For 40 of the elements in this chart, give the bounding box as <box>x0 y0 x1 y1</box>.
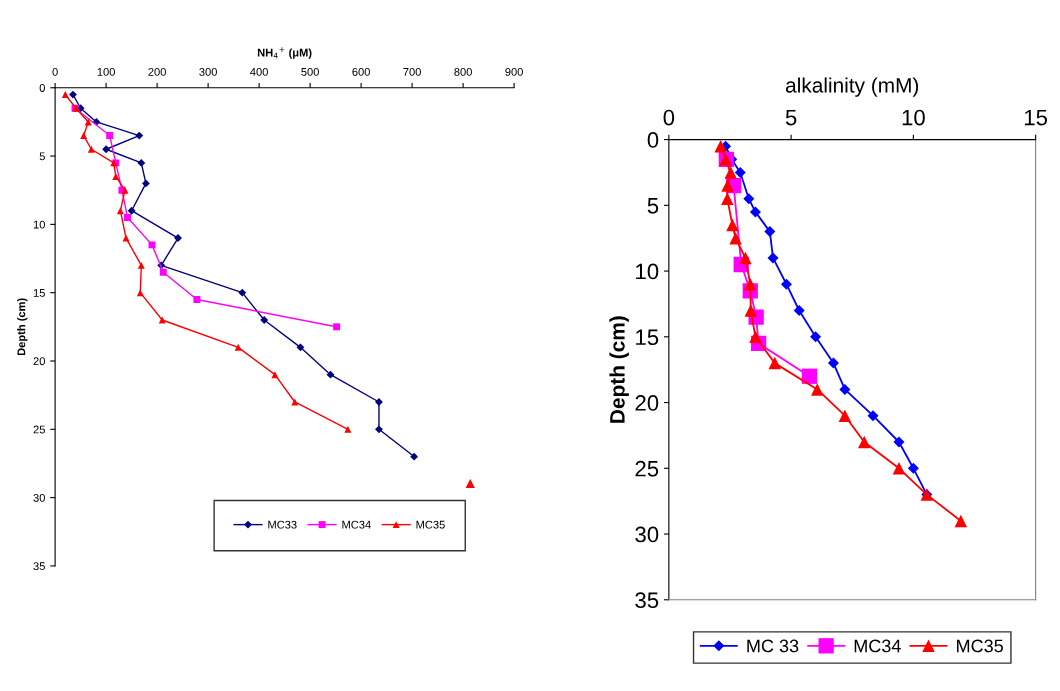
y-tick-label: 0 <box>647 132 659 148</box>
legend-label: MC35 <box>957 639 1003 653</box>
y-tick-label: 30 <box>635 526 659 543</box>
x-tick-label: 0 <box>663 109 675 126</box>
legend-label: MC 33 <box>747 639 799 653</box>
x-tick-label: 300 <box>199 67 217 76</box>
y-tick-label: 20 <box>635 395 659 411</box>
y-tick-label: 10 <box>33 220 45 229</box>
legend-label: MC34 <box>854 639 901 653</box>
y-tick-label: 10 <box>636 263 659 280</box>
x-tick-label: 700 <box>403 67 421 76</box>
x-tick-label: 15 <box>1024 109 1048 126</box>
y-tick-label: 25 <box>33 425 45 434</box>
legend-label: MC35 <box>416 520 445 529</box>
x-axis-title: alkalinity (mM) <box>785 77 919 97</box>
y-tick-label: 15 <box>33 289 45 297</box>
x-tick-label: 200 <box>148 67 166 76</box>
x-tick-label: 10 <box>902 109 925 126</box>
y-tick-label: 25 <box>635 460 659 477</box>
x-axis-title: NH$_{4}$$^{+}$ (μM) <box>257 47 312 59</box>
x-tick-label: 100 <box>97 67 115 76</box>
x-tick-label: 600 <box>352 67 370 76</box>
y-tick-label: 15 <box>636 329 659 346</box>
y-tick-label: 30 <box>33 493 45 502</box>
x-tick-label: 400 <box>250 67 268 76</box>
x-tick-label: 500 <box>301 67 319 76</box>
x-tick-label: 0 <box>52 67 58 76</box>
y-tick-label: 20 <box>33 357 45 366</box>
x-tick-label: 800 <box>454 67 472 76</box>
y-tick-label: 35 <box>635 592 659 609</box>
y-tick-label: 5 <box>39 152 45 161</box>
y-tick-label: 0 <box>39 84 45 92</box>
y-axis-title: Depth (cm) <box>17 298 28 356</box>
y-tick-label: 5 <box>647 198 659 214</box>
x-tick-label: 5 <box>785 109 797 126</box>
legend-label: MC34 <box>342 520 371 529</box>
y-axis-title: Depth (cm) <box>609 316 629 423</box>
y-tick-label: 35 <box>33 562 45 571</box>
x-tick-label: 900 <box>505 67 523 76</box>
legend-label: MC33 <box>268 520 297 529</box>
